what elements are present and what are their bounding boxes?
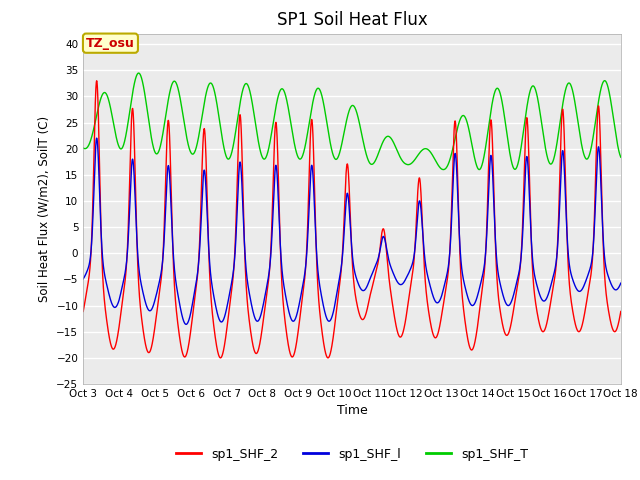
sp1_SHF_T — [440, 167, 447, 172]
sp1_SHF_l — [79, 276, 87, 282]
Legend: sp1_SHF_2, sp1_SHF_l, sp1_SHF_T: sp1_SHF_2, sp1_SHF_l, sp1_SHF_T — [171, 443, 533, 466]
sp1_SHF_T — [414, 153, 422, 158]
sp1_SHF_l — [195, 260, 202, 265]
sp1_SHF_2 — [617, 309, 625, 314]
Line: sp1_SHF_2: sp1_SHF_2 — [83, 81, 621, 358]
Y-axis label: Soil Heat Flux (W/m2), SoilT (C): Soil Heat Flux (W/m2), SoilT (C) — [38, 116, 51, 302]
Line: sp1_SHF_T: sp1_SHF_T — [83, 73, 621, 169]
sp1_SHF_l — [182, 322, 190, 327]
sp1_SHF_T — [195, 134, 202, 140]
sp1_SHF_l — [617, 281, 625, 287]
sp1_SHF_2 — [414, 186, 422, 192]
sp1_SHF_2 — [230, 268, 237, 274]
X-axis label: Time: Time — [337, 405, 367, 418]
sp1_SHF_T — [135, 70, 143, 76]
sp1_SHF_T — [566, 81, 574, 86]
sp1_SHF_T — [617, 154, 625, 160]
sp1_SHF_2 — [404, 297, 412, 303]
sp1_SHF_T — [404, 162, 412, 168]
sp1_SHF_2 — [195, 260, 202, 265]
sp1_SHF_2 — [566, 288, 574, 294]
Text: TZ_osu: TZ_osu — [86, 36, 135, 49]
sp1_SHF_T — [79, 145, 87, 151]
sp1_SHF_l — [617, 280, 625, 286]
sp1_SHF_2 — [617, 310, 625, 315]
sp1_SHF_T — [617, 154, 625, 160]
sp1_SHF_l — [414, 208, 422, 214]
sp1_SHF_l — [93, 135, 100, 141]
Title: SP1 Soil Heat Flux: SP1 Soil Heat Flux — [276, 11, 428, 29]
sp1_SHF_2 — [93, 78, 100, 84]
sp1_SHF_T — [230, 142, 237, 147]
Line: sp1_SHF_l: sp1_SHF_l — [83, 138, 621, 324]
sp1_SHF_l — [404, 271, 412, 276]
sp1_SHF_l — [566, 266, 574, 272]
sp1_SHF_2 — [216, 355, 224, 361]
sp1_SHF_l — [230, 266, 237, 272]
sp1_SHF_2 — [79, 309, 87, 314]
